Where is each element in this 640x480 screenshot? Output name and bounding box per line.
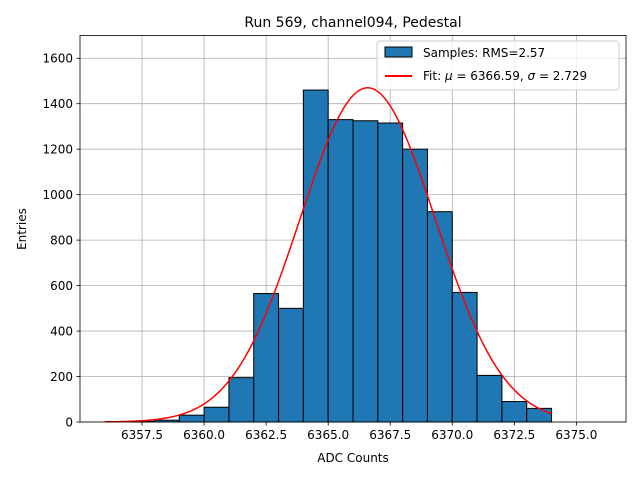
histogram-bar xyxy=(278,307,304,423)
legend-histogram-label: Samples: RMS=2.57 xyxy=(423,46,545,60)
histogram-bar xyxy=(501,401,528,423)
legend-fit-label: Fit: μ = 6366.59, σ = 2.729 xyxy=(423,69,587,83)
x-tick-label: 6370.0 xyxy=(431,428,473,442)
y-tick-label: 1000 xyxy=(42,188,73,202)
x-tick-label: 6372.5 xyxy=(493,428,535,442)
x-tick-label: 6365.0 xyxy=(307,428,349,442)
y-tick-label: 1200 xyxy=(42,143,73,157)
fit-curve xyxy=(104,87,552,423)
histogram-bar xyxy=(228,377,255,423)
x-tick-label: 6375.0 xyxy=(555,428,597,442)
histogram-bar xyxy=(426,211,453,423)
y-tick-label: 1400 xyxy=(42,97,73,111)
x-axis-ticks: 6357.5 6360.0 6362.5 6365.0 6367.5 6370.0 6372… xyxy=(121,422,597,442)
legend: Samples: RMS=2.57 Fit: μ = 6366.59, σ = … xyxy=(376,40,620,91)
histogram-bar xyxy=(526,407,553,423)
legend-box xyxy=(376,40,620,91)
legend-histogram-swatch xyxy=(384,46,413,58)
x-tick-label: 6360.0 xyxy=(183,428,225,442)
histogram-bars xyxy=(129,89,553,423)
histogram-bar xyxy=(352,120,379,423)
x-axis-label: ADC Counts xyxy=(317,451,389,465)
y-tick-label: 1600 xyxy=(42,52,73,66)
x-tick-label: 6362.5 xyxy=(245,428,287,442)
histogram-bar xyxy=(451,291,478,423)
x-tick-label: 6357.5 xyxy=(121,428,163,442)
y-axis-ticks: 0 200 400 600 800 1000 1200 1400 1600 xyxy=(42,52,80,430)
y-tick-label: 800 xyxy=(50,234,73,248)
y-axis-label: Entries xyxy=(15,208,29,250)
histogram-bar xyxy=(178,414,205,423)
chart-title: Run 569, channel094, Pedestal xyxy=(244,15,461,31)
histogram-bar xyxy=(203,406,230,423)
histogram-bar xyxy=(476,374,503,423)
x-tick-label: 6367.5 xyxy=(369,428,411,442)
y-tick-label: 200 xyxy=(50,370,73,384)
histogram-bar xyxy=(377,122,404,423)
histogram-bar xyxy=(402,148,428,423)
plot-frame xyxy=(79,35,627,423)
y-tick-label: 600 xyxy=(50,279,73,293)
histogram-bar xyxy=(302,89,329,423)
y-tick-label: 400 xyxy=(50,325,73,339)
histogram-bar xyxy=(327,119,354,423)
y-tick-label: 0 xyxy=(65,416,73,430)
